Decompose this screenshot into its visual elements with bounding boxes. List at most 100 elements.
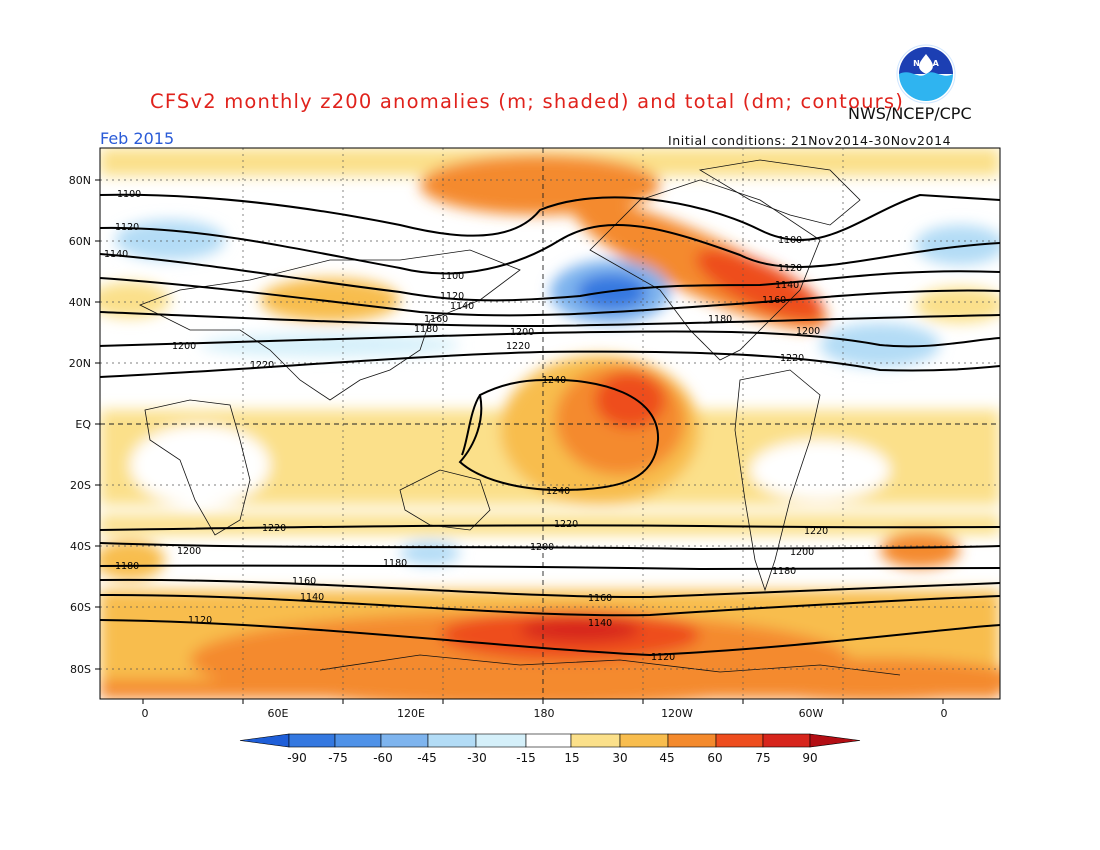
- contour-label: 1160: [424, 314, 448, 325]
- page-title: CFSv2 monthly z200 anomalies (m; shaded)…: [150, 90, 905, 113]
- contour-label: 1120: [115, 222, 139, 233]
- colorbar-tick-label: 30: [612, 751, 627, 765]
- contour-label: 1140: [775, 280, 799, 291]
- colorbar-tick-label: 90: [802, 751, 817, 765]
- contour-label: 1220: [780, 353, 804, 364]
- colorbar-tick-label: 15: [564, 751, 579, 765]
- colorbar-segment: [619, 733, 669, 748]
- x-tick-label: 120W: [661, 707, 693, 720]
- greenland-outline: [698, 159, 861, 226]
- height-contours: [100, 193, 1000, 657]
- y-tick-label: 60S: [70, 601, 91, 614]
- contour-1220-south: [100, 524, 1000, 531]
- noaa-logo-icon: NOAA: [896, 44, 956, 104]
- x-tick-label: 0: [941, 707, 948, 720]
- x-tick-label: 0: [142, 707, 149, 720]
- colorbar-arrow-high: [809, 733, 861, 748]
- colorbar-segment: [715, 733, 764, 748]
- contour-label: 1240: [546, 486, 570, 497]
- contour-1140-south: [100, 593, 1000, 617]
- contour-label: 1220: [506, 341, 530, 352]
- x-tick-label: 60E: [268, 707, 289, 720]
- eurasia-outline: [139, 249, 521, 401]
- contour-label: 1120: [651, 652, 675, 663]
- contour-label: 1200: [177, 546, 201, 557]
- logo-text: NOAA: [913, 59, 939, 68]
- contour-label: 1200: [510, 327, 534, 338]
- contour-1140: [100, 253, 1000, 302]
- contour-label: 1200: [530, 542, 554, 553]
- contour-1180-south: [100, 564, 1000, 571]
- contour-1200: [100, 330, 1000, 348]
- colorbar-tick-labels: -90 -75 -60 -45 -30 -15 15 30 45 60 75 9…: [287, 751, 817, 765]
- contour-label: 1120: [188, 615, 212, 626]
- contour-label: 1160: [588, 593, 612, 604]
- colorbar-tick-label: -90: [287, 751, 307, 765]
- y-tick-label: 20S: [70, 479, 91, 492]
- x-axis-labels: 0 60E 120E 180 120W 60W 0: [142, 707, 948, 720]
- y-tick-label: 20N: [69, 357, 91, 370]
- x-tick-label: 60W: [799, 707, 824, 720]
- contour-1160: [100, 277, 1000, 317]
- contour-1160-south: [100, 578, 1000, 599]
- x-tick-label: 120E: [397, 707, 425, 720]
- coastlines: [139, 159, 901, 676]
- contour-label: 1200: [172, 341, 196, 352]
- contour-label: 1140: [450, 301, 474, 312]
- africa-outline: [144, 399, 251, 536]
- contour-label: 1100: [778, 235, 802, 246]
- australia-outline: [399, 469, 491, 531]
- y-axis-labels: 80N 60N 40N 20N EQ 20S 40S 60S 80S: [69, 174, 92, 676]
- colorbar-segment: [475, 733, 527, 748]
- colorbar-segment: [667, 733, 717, 748]
- contour-label: 1100: [440, 271, 464, 282]
- colorbar: [239, 733, 861, 748]
- colorbar-segment: [570, 733, 621, 748]
- y-tick-label: 40N: [69, 296, 91, 309]
- colorbar-arrow-low: [239, 733, 290, 748]
- contour-1120: [100, 223, 1000, 275]
- contour-label: 1100: [117, 189, 141, 200]
- colorbar-segment: [380, 733, 429, 748]
- contour-1220: [100, 350, 1000, 378]
- axis-ticks: [95, 179, 944, 704]
- contour-label: 1220: [804, 526, 828, 537]
- y-tick-label: EQ: [75, 418, 91, 431]
- contour-label: 1220: [554, 519, 578, 530]
- y-tick-label: 80N: [69, 174, 91, 187]
- contour-1240-inner: [461, 394, 481, 456]
- y-tick-label: 60N: [69, 235, 91, 248]
- colorbar-tick-label: -15: [516, 751, 536, 765]
- colorbar-segment: [427, 733, 477, 748]
- agency-label: NWS/NCEP/CPC: [848, 104, 972, 123]
- contour-label: 1180: [383, 558, 407, 569]
- colorbar-tick-label: -60: [373, 751, 393, 765]
- colorbar-segment: [288, 733, 336, 748]
- y-tick-label: 40S: [70, 540, 91, 553]
- contour-1240: [458, 378, 660, 492]
- contour-label: 1120: [440, 291, 464, 302]
- colorbar-tick-label: 75: [755, 751, 770, 765]
- contour-label: 1180: [708, 314, 732, 325]
- antarctica-outline: [319, 654, 901, 676]
- y-tick-label: 80S: [70, 663, 91, 676]
- reference-lines: [100, 148, 1000, 699]
- colorbar-segment: [334, 733, 382, 748]
- south-america-outline: [734, 369, 821, 592]
- contour-label: 1140: [588, 618, 612, 629]
- colorbar-tick-label: -45: [417, 751, 437, 765]
- contour-label: 1160: [762, 295, 786, 306]
- colorbar-tick-label: 45: [659, 751, 674, 765]
- contour-label: 1220: [250, 360, 274, 371]
- contour-label: 1180: [772, 566, 796, 577]
- colorbar-tick-label: -75: [328, 751, 348, 765]
- contour-1180: [100, 311, 1000, 328]
- colorbar-tick-label: -30: [467, 751, 487, 765]
- contour-label: 1200: [790, 547, 814, 558]
- contour-label: 1120: [778, 263, 802, 274]
- colorbar-segment: [762, 733, 811, 748]
- contour-label: 1180: [115, 561, 139, 572]
- contour-label: 1200: [796, 326, 820, 337]
- contour-label: 1180: [414, 324, 438, 335]
- contour-labels: 1100 1120 1140 1100 1120 1140 1160 1180 …: [104, 189, 828, 663]
